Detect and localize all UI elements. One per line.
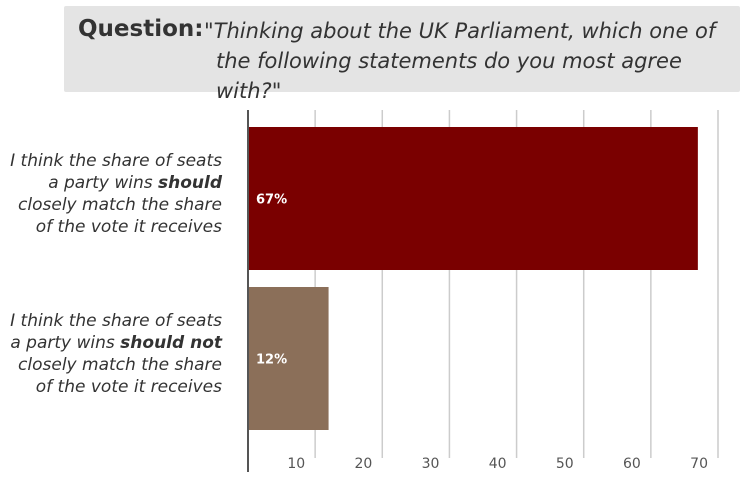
bar-value-label: 12% [256,353,287,368]
x-tick-label: 10 [287,456,305,472]
x-tick-label: 20 [354,456,372,472]
x-tick-label: 60 [623,456,641,472]
bar-value-label: 67% [256,193,287,208]
x-tick-label: 70 [690,456,708,472]
x-tick-label: 30 [422,456,440,472]
x-tick-label: 40 [489,456,507,472]
x-tick-label: 50 [556,456,574,472]
bar [248,127,698,270]
